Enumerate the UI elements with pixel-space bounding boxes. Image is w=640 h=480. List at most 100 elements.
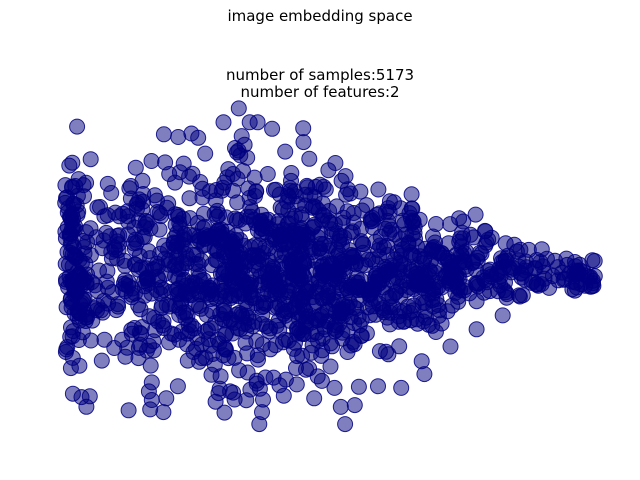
scatter-point bbox=[132, 336, 149, 353]
scatter-point bbox=[142, 357, 159, 374]
scatter-point bbox=[87, 277, 103, 294]
scatter-point bbox=[301, 360, 318, 377]
scatter-point bbox=[494, 307, 511, 324]
scatter-point bbox=[71, 266, 88, 282]
scatter-point bbox=[393, 379, 410, 396]
scatter-point bbox=[57, 230, 74, 247]
scatter-point bbox=[152, 285, 169, 302]
scatter-point bbox=[65, 210, 81, 227]
scatter-point bbox=[222, 383, 239, 400]
scatter-point bbox=[69, 118, 86, 135]
scatter-point bbox=[497, 250, 514, 267]
scatter-point bbox=[231, 362, 248, 379]
scatter-point bbox=[239, 149, 256, 166]
scatter-point bbox=[192, 174, 209, 190]
scatter-point bbox=[120, 402, 137, 419]
scatter-point bbox=[372, 237, 388, 254]
scatter-point bbox=[353, 281, 370, 298]
scatter-point bbox=[143, 153, 160, 169]
scatter-point bbox=[254, 316, 271, 332]
scatter-point bbox=[549, 259, 566, 276]
scatter-point bbox=[215, 266, 232, 283]
scatter-point bbox=[155, 404, 172, 421]
scatter-point bbox=[120, 274, 137, 291]
scatter-point bbox=[520, 241, 537, 258]
scatter-point bbox=[216, 404, 233, 421]
scatter-point bbox=[353, 327, 370, 344]
scatter-point bbox=[236, 136, 253, 153]
scatter-point bbox=[346, 397, 363, 414]
scatter-point bbox=[218, 209, 235, 226]
scatter-point bbox=[245, 247, 262, 264]
scatter-point bbox=[127, 159, 144, 176]
scatter-point bbox=[297, 186, 314, 203]
scatter-point bbox=[135, 193, 152, 210]
scatter-point bbox=[314, 330, 331, 347]
scatter-point bbox=[158, 390, 175, 407]
scatter-point bbox=[454, 224, 471, 241]
scatter-point bbox=[201, 183, 218, 200]
scatter-point bbox=[468, 293, 485, 310]
scatter-point bbox=[577, 277, 594, 294]
scatter-point bbox=[311, 240, 328, 257]
scatter-point bbox=[480, 231, 497, 248]
scatter-point bbox=[290, 233, 307, 250]
scatter-point bbox=[147, 322, 164, 339]
scatter-point bbox=[155, 126, 172, 143]
scatter-point bbox=[586, 253, 603, 269]
scatter-point bbox=[326, 379, 343, 396]
scatter-point bbox=[242, 381, 259, 398]
scatter-point bbox=[303, 314, 320, 331]
scatter-point bbox=[149, 204, 166, 220]
scatter-point bbox=[404, 212, 421, 229]
scatter-point bbox=[281, 188, 298, 205]
scatter-point bbox=[413, 353, 430, 370]
scatter-point bbox=[283, 255, 300, 272]
scatter-point bbox=[165, 235, 182, 252]
scatter-point bbox=[267, 181, 284, 198]
scatter-point bbox=[61, 157, 78, 174]
scatter-point bbox=[337, 416, 354, 433]
scatter-point bbox=[442, 275, 458, 292]
figure-suptitle: image embedding space bbox=[227, 7, 413, 25]
scatter-point bbox=[197, 349, 214, 366]
scatter-point bbox=[76, 291, 93, 308]
scatter-point bbox=[143, 392, 160, 408]
scatter-point bbox=[482, 261, 499, 278]
scatter-point bbox=[264, 120, 281, 137]
scatter-point bbox=[250, 351, 266, 368]
scatter-point bbox=[212, 368, 229, 385]
scatter-point bbox=[196, 205, 212, 222]
scatter-point bbox=[381, 204, 398, 220]
scatter-point bbox=[181, 190, 198, 207]
scatter-point bbox=[514, 287, 531, 304]
scatter-point bbox=[307, 199, 324, 215]
scatter-point bbox=[271, 296, 288, 313]
scatter-point bbox=[428, 216, 444, 232]
scatter-point bbox=[575, 264, 592, 281]
scatter-point bbox=[334, 281, 351, 298]
scatter-point bbox=[254, 404, 270, 421]
scatter-point bbox=[94, 304, 111, 321]
scatter-point bbox=[370, 378, 386, 395]
scatter-point bbox=[74, 233, 91, 249]
scatter-point bbox=[58, 190, 74, 206]
scatter-point bbox=[145, 342, 162, 359]
scatter-point bbox=[253, 226, 270, 242]
scatter-point bbox=[220, 350, 237, 367]
scatter-point bbox=[188, 246, 205, 263]
scatter-point bbox=[298, 253, 315, 270]
scatter-point bbox=[354, 236, 371, 252]
scatter-point bbox=[230, 100, 247, 117]
scatter-point bbox=[260, 271, 277, 288]
scatter-point bbox=[200, 331, 217, 348]
scatter-point bbox=[259, 166, 276, 182]
scatter-point bbox=[184, 281, 201, 298]
scatter-point bbox=[125, 235, 142, 252]
scatter-point bbox=[279, 215, 296, 232]
scatter-point bbox=[467, 206, 484, 223]
scatter-point bbox=[295, 325, 312, 342]
scatter-point bbox=[386, 269, 403, 286]
scatter-point bbox=[241, 114, 258, 131]
